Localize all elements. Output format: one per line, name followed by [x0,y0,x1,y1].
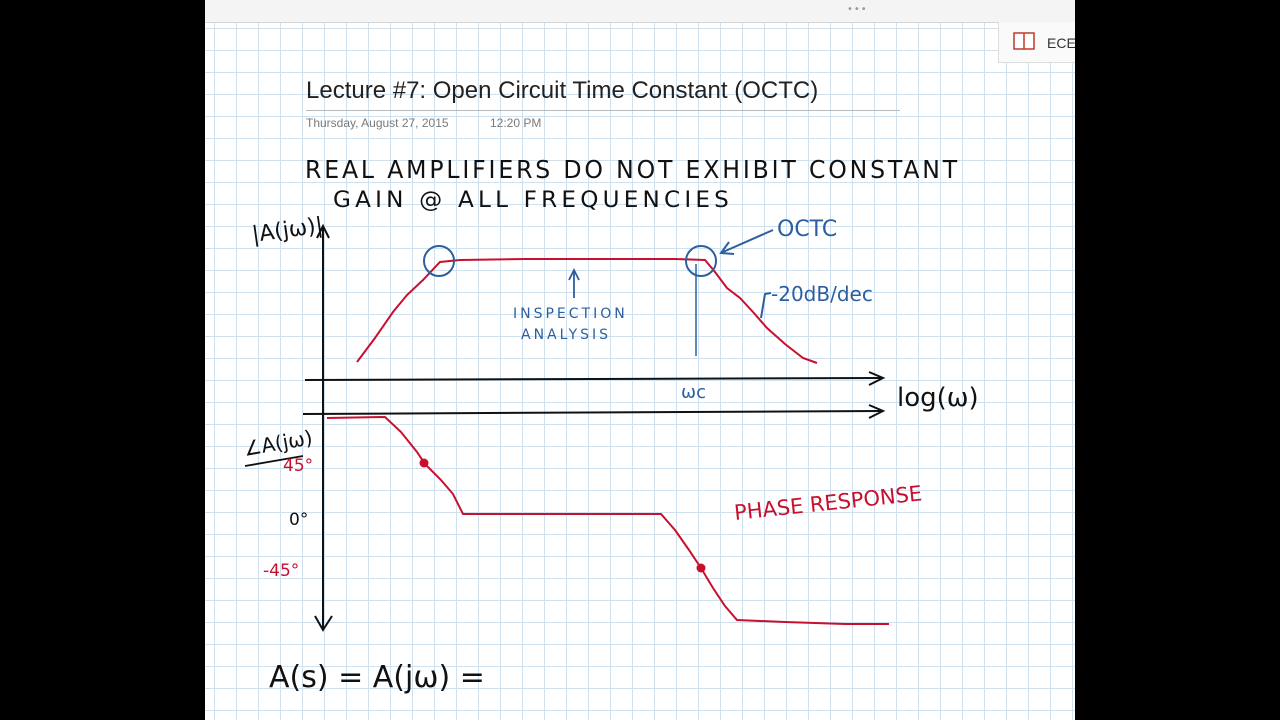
vertical-axis-bottom-arrow [314,615,333,632]
omega-c-label: ωc [681,382,706,403]
slope-label: -20dB/dec [771,282,873,306]
magnitude-x-axis [304,377,882,381]
inspection-arrowhead [568,267,580,281]
page-title[interactable]: Lecture #7: Open Circuit Time Constant (… [306,77,819,104]
phase-axis-label-underline [244,455,304,467]
phase-response-label: PHASE RESPONSE [733,481,923,525]
phase-x-axis [302,410,882,415]
bottom-equation: A(s) = A(jω) = [269,660,485,695]
section-tab-label: ECE [1047,35,1075,51]
octc-arrowhead [719,241,735,255]
title-divider [306,110,900,111]
section-tab[interactable]: ECE [998,22,1075,63]
phase-response-curve [326,415,889,625]
octc-arrow [722,229,774,253]
notebook-page: ••• ECE Lecture #7: Open Circuit Time Co… [205,0,1075,720]
magnitude-x-axis-arrow [868,371,886,386]
upper-corner-circle [685,245,717,277]
page-date: Thursday, August 27, 2015 [306,116,449,130]
inspection-label-2: ANALYSIS [521,327,611,343]
phase-point-lower [696,563,706,573]
inspection-label-1: INSPECTION [513,306,628,322]
phase-tick-0: 0° [289,510,308,530]
page-time: 12:20 PM [490,116,542,130]
ink-line-2: GAIN @ ALL FREQUENCIES [333,188,733,213]
octc-label: OCTC [777,217,837,242]
magnitude-axis-label: |A(jω)| [250,213,324,248]
handwritten-ink-canvas: REAL AMPLIFIERS DO NOT EXHIBIT CONSTANT … [242,155,979,695]
notebook-icon [1013,32,1035,50]
slope-bracket [760,292,772,319]
x-axis-label: log(ω) [897,383,979,413]
drag-handle-icon[interactable]: ••• [847,4,868,15]
lower-corner-circle [423,245,455,277]
window-top-bar: ••• [205,0,1075,23]
phase-x-axis-arrow [868,404,886,419]
magnitude-response-curve [356,258,818,364]
phase-point-upper [419,458,429,468]
phase-tick-minus-45: -45° [263,561,299,581]
vertical-axis-top-arrow [316,223,330,239]
phase-tick-45: 45° [283,456,313,476]
ink-line-1: REAL AMPLIFIERS DO NOT EXHIBIT CONSTANT [305,155,960,184]
